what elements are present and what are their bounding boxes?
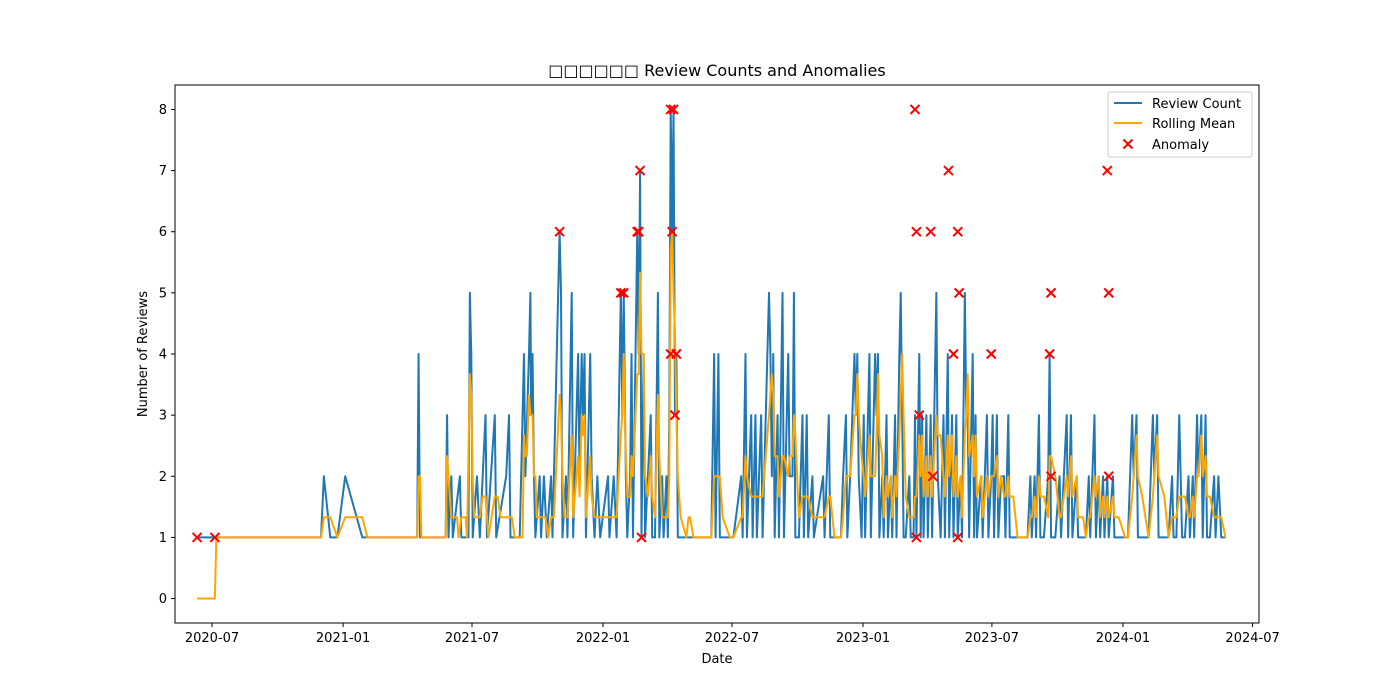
anomaly-marker: [209, 532, 221, 543]
anomaly-marker: [665, 348, 676, 360]
anomaly-marker: [191, 532, 203, 543]
anomaly-marker: [911, 226, 922, 237]
y-tick-label: 5: [159, 286, 167, 301]
anomaly-marker: [615, 287, 627, 299]
anomaly-marker: [1045, 471, 1057, 482]
x-tick-label: 2023-01: [836, 631, 890, 646]
anomaly-marker: [618, 287, 629, 299]
y-axis-label: Number of Reviews: [136, 291, 151, 417]
anomaly-marker: [1102, 165, 1113, 176]
x-tick-label: 2022-07: [705, 631, 759, 646]
x-tick-label: 2020-07: [185, 631, 239, 646]
x-tick-label: 2021-07: [445, 631, 499, 646]
x-axis-label: Date: [701, 652, 732, 667]
y-tick-label: 4: [159, 348, 167, 363]
anomaly-marker: [669, 409, 681, 421]
anomaly-marker: [925, 226, 936, 237]
anomaly-marker: [952, 532, 963, 543]
y-tick-label: 2: [159, 470, 167, 485]
anomaly-marker: [554, 226, 565, 237]
x-tick-label: 2023-07: [965, 631, 1019, 646]
anomaly-marker: [927, 471, 939, 482]
legend-anomaly-swatch: [1122, 138, 1134, 150]
anomaly-marker: [665, 104, 676, 115]
anomaly-marker: [952, 226, 963, 237]
y-tick-label: 1: [159, 531, 167, 546]
legend-review-count-label: Review Count: [1152, 97, 1241, 112]
axes: 2020-07 2021-01 2021-07 2022-01 2022-07 2023-…: [159, 103, 1280, 646]
y-tick-label: 0: [159, 592, 167, 607]
legend-rolling-mean-label: Rolling Mean: [1152, 117, 1235, 132]
anomaly-marker: [911, 532, 922, 543]
y-tick-label: 8: [159, 103, 167, 118]
series-layer: [191, 104, 1227, 600]
y-tick-label: 6: [159, 225, 167, 240]
legend-box: [1107, 91, 1253, 158]
anomaly-marker: [668, 104, 679, 115]
anomaly-marker: [633, 226, 644, 237]
anomaly-marker: [632, 226, 643, 237]
y-tick-label: 7: [159, 164, 167, 179]
anomaly-marker: [943, 165, 954, 176]
legend: Review Count Rolling Mean Anomaly: [1107, 91, 1253, 158]
x-tick-label: 2021-01: [316, 631, 370, 646]
anomaly-marker: [953, 287, 965, 299]
y-tick-label: 3: [159, 409, 167, 424]
anomaly-marker: [914, 409, 925, 421]
x-tick-label: 2024-01: [1096, 631, 1150, 646]
anomaly-marker: [634, 165, 646, 176]
x-tick-label: 2024-07: [1225, 631, 1279, 646]
anomaly-marker: [666, 226, 678, 237]
anomaly-marker: [1103, 287, 1114, 299]
anomaly-marker: [636, 532, 647, 543]
chart-title: □□□□□□ Review Counts and Anomalies: [548, 61, 885, 80]
x-tick-label: 2022-01: [576, 631, 630, 646]
anomaly-marker: [985, 348, 997, 360]
legend-anomaly-label: Anomaly: [1152, 138, 1209, 153]
anomaly-marker: [909, 104, 921, 115]
series-line-rolling-mean: [197, 230, 1227, 600]
anomaly-marker: [1044, 348, 1055, 360]
anomaly-marker: [1103, 471, 1114, 482]
anomaly-marker: [948, 348, 959, 360]
anomaly-marker: [1045, 287, 1057, 299]
